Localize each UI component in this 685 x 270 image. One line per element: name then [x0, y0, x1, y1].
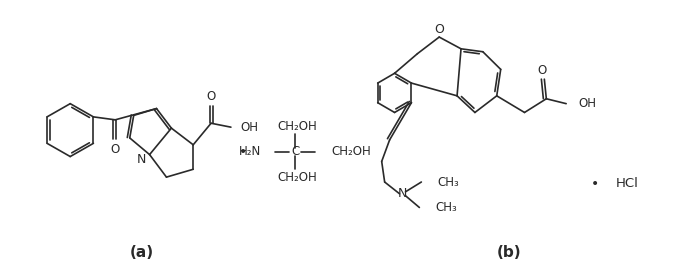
- Text: N: N: [137, 153, 147, 166]
- Text: H₂N: H₂N: [238, 145, 261, 158]
- Text: CH₂OH: CH₂OH: [331, 145, 371, 158]
- Text: O: O: [110, 143, 120, 156]
- Text: •: •: [238, 145, 247, 159]
- Text: O: O: [538, 64, 547, 77]
- Text: (a): (a): [129, 245, 153, 260]
- Text: HCl: HCl: [616, 177, 638, 190]
- Text: O: O: [206, 90, 216, 103]
- Text: CH₃: CH₃: [435, 201, 457, 214]
- Text: O: O: [434, 23, 444, 36]
- Text: CH₂OH: CH₂OH: [277, 171, 317, 184]
- Text: C: C: [291, 145, 299, 158]
- Text: OH: OH: [578, 97, 596, 110]
- Text: •: •: [590, 177, 599, 191]
- Text: (b): (b): [497, 245, 521, 260]
- Text: N: N: [398, 187, 407, 200]
- Text: CH₂OH: CH₂OH: [277, 120, 317, 133]
- Text: CH₃: CH₃: [437, 176, 459, 188]
- Text: OH: OH: [241, 121, 259, 134]
